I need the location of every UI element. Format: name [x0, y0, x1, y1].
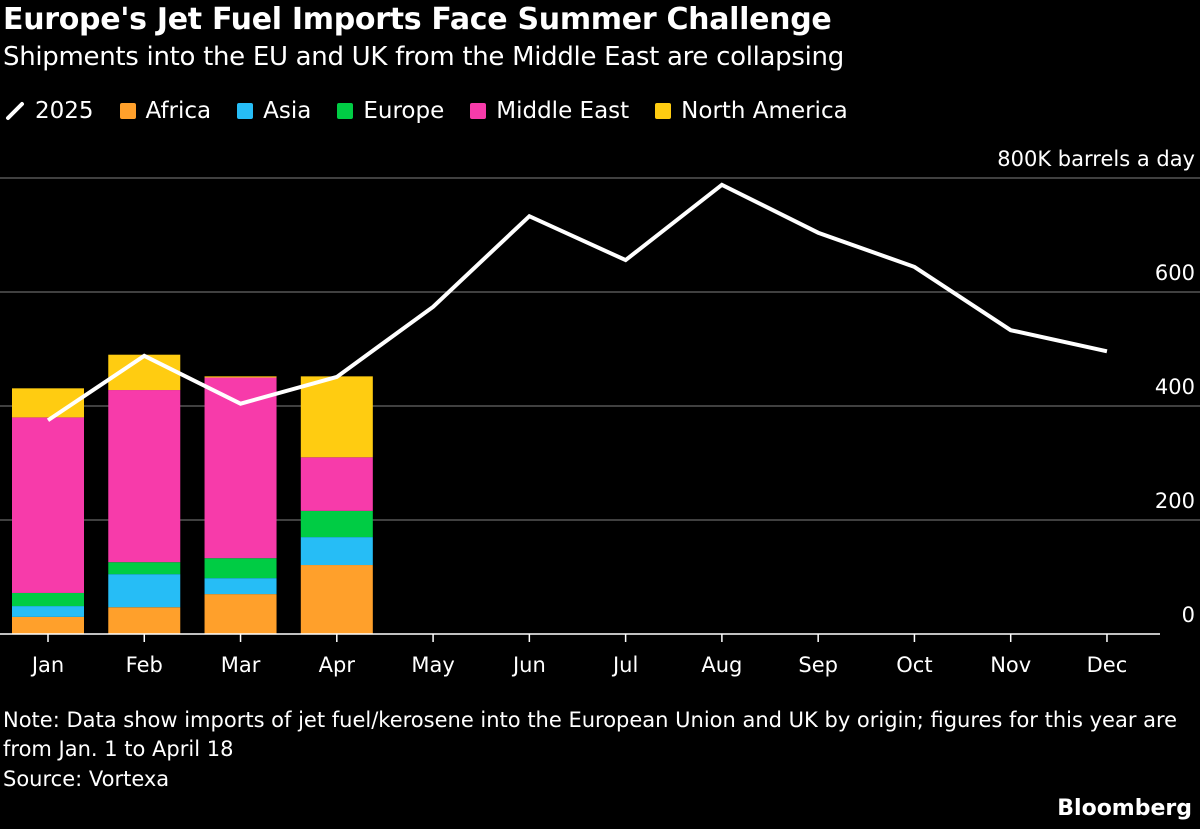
chart-subtitle: Shipments into the EU and UK from the Mi… — [3, 42, 844, 72]
legend-item-europe: Europe — [337, 98, 444, 124]
bloomberg-logo: Bloomberg — [1057, 796, 1192, 821]
y-tick-label: 200 — [1155, 489, 1195, 513]
legend: 2025 Africa Asia Europe Middle East North Ame… — [5, 98, 848, 124]
x-tick-label: Aug — [701, 653, 742, 677]
legend-item-middle-east: Middle East — [470, 98, 629, 124]
legend-swatch — [119, 103, 136, 119]
x-tick-label: Oct — [896, 653, 932, 677]
bar-middle-east — [108, 390, 181, 563]
bar-asia — [204, 578, 277, 595]
legend-item-2025: 2025 — [5, 98, 94, 124]
bar-asia — [108, 574, 181, 608]
legend-item-africa: Africa — [119, 98, 212, 124]
legend-swatch — [655, 103, 672, 119]
x-tick-label: Jun — [511, 653, 546, 677]
chart-note: Note: Data show imports of jet fuel/kero… — [3, 708, 1178, 761]
legend-label: Middle East — [496, 98, 630, 124]
bar-europe — [300, 510, 373, 538]
bar-africa — [12, 616, 84, 634]
x-tick-label: Nov — [990, 653, 1031, 677]
legend-swatch — [237, 103, 254, 119]
legend-label: Europe — [363, 98, 445, 124]
legend-item-asia: Asia — [237, 98, 311, 124]
bar-europe — [108, 562, 181, 575]
bar-asia — [300, 537, 373, 566]
legend-swatch — [470, 103, 487, 119]
bar-africa — [204, 594, 277, 634]
legend-label: Asia — [263, 98, 312, 124]
chart-title: Europe's Jet Fuel Imports Face Summer Ch… — [3, 2, 832, 37]
x-tick-label: Jul — [611, 653, 638, 677]
y-tick-label: 0 — [1182, 603, 1195, 627]
legend-label: North America — [681, 98, 848, 124]
x-tick-label: Dec — [1087, 653, 1128, 677]
x-tick-label: Sep — [798, 653, 838, 677]
bar-middle-east — [204, 377, 277, 559]
bar-africa — [300, 565, 373, 634]
bar-middle-east — [300, 457, 373, 511]
x-tick-label: Apr — [319, 653, 356, 677]
y-tick-label: 600 — [1155, 261, 1195, 285]
line-2025 — [46, 182, 1108, 422]
x-tick-label: Jan — [30, 653, 64, 677]
y-tick-label: 400 — [1155, 375, 1195, 399]
line-swatch-icon — [6, 102, 24, 120]
bar-asia — [12, 606, 84, 617]
bar-north-america — [300, 376, 373, 458]
bar-europe — [204, 558, 277, 579]
bar-middle-east — [12, 417, 84, 593]
legend-swatch — [337, 103, 354, 119]
chart-plot: 0 200 400 600 800K barrels a day Jan Feb Mar Apr… — [0, 147, 1200, 677]
y-tick-label: 800K barrels a day — [997, 147, 1195, 171]
bar-europe — [12, 592, 84, 607]
x-tick-label: May — [411, 653, 454, 677]
legend-label: 2025 — [35, 98, 94, 124]
chart-source: Source: Vortexa — [3, 767, 170, 791]
x-tick-label: Mar — [221, 653, 261, 677]
legend-label: Africa — [145, 98, 212, 124]
x-tick-label: Feb — [126, 653, 163, 677]
bar-north-america — [204, 376, 277, 378]
bar-africa — [108, 607, 181, 634]
legend-item-north-america: North America — [655, 98, 848, 124]
